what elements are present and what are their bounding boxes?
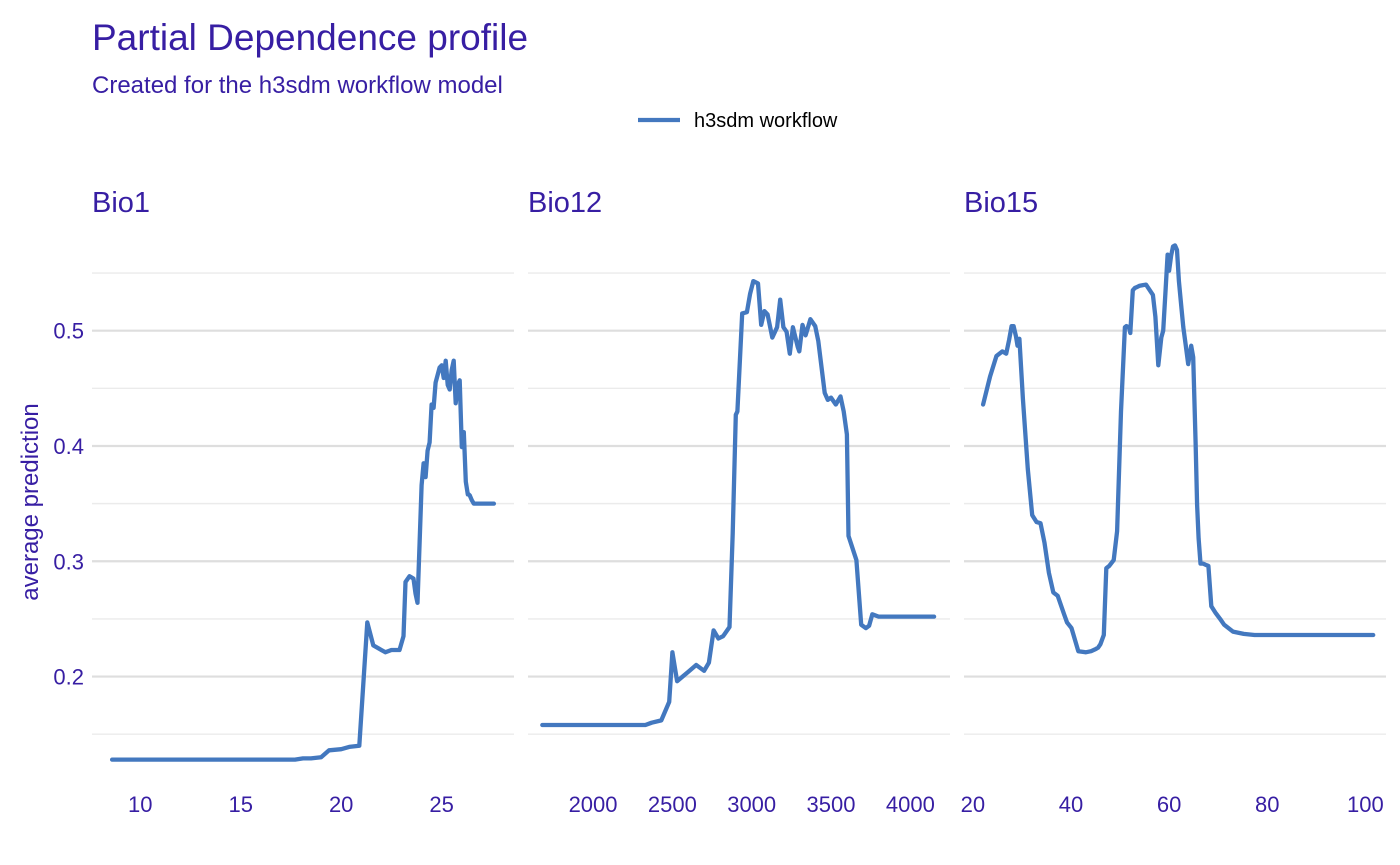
y-tick-label: 0.5: [53, 319, 84, 344]
x-tick-label-bio1: 15: [228, 792, 252, 817]
facet-bio15: Bio15 20 40 60 80 100: [961, 187, 1386, 817]
x-tick-label-bio12: 2000: [569, 792, 618, 817]
facet-bio12: Bio12 2000 2500 3000 3500 4000: [528, 187, 950, 817]
x-tick-label-bio15: 100: [1347, 792, 1384, 817]
chart-title: Partial Dependence profile: [92, 17, 528, 58]
series-line-bio12: [540, 278, 937, 728]
series-line-bio1: [109, 358, 497, 762]
legend-label-h3sdm-workflow: h3sdm workflow: [694, 110, 838, 132]
x-tick-label-bio1: 10: [128, 792, 152, 817]
facet-bio1: Bio1 0.2 0.3 0.4 0.5 10 15 20 25: [53, 187, 514, 817]
y-tick-label: 0.3: [53, 549, 84, 574]
x-tick-label-bio12: 2500: [648, 792, 697, 817]
x-tick-label-bio15: 80: [1255, 792, 1279, 817]
x-tick-label-bio15: 40: [1059, 792, 1083, 817]
facet-label-bio1: Bio1: [92, 187, 150, 219]
y-tick-label: 0.4: [53, 434, 84, 459]
chart-subtitle: Created for the h3sdm workflow model: [92, 72, 503, 99]
x-tick-label-bio12: 3500: [807, 792, 856, 817]
facet-panels: Bio1 0.2 0.3 0.4 0.5 10 15 20 25 Bio12 2000 2500 300…: [53, 187, 1386, 817]
x-tick-label-bio12: 4000: [886, 792, 935, 817]
facet-label-bio12: Bio12: [528, 187, 602, 219]
x-tick-label-bio15: 20: [961, 792, 985, 817]
y-axis-title: average prediction: [17, 403, 44, 600]
facet-label-bio15: Bio15: [964, 187, 1038, 219]
x-tick-label-bio1: 20: [329, 792, 353, 817]
x-tick-label-bio1: 25: [429, 792, 453, 817]
x-tick-label-bio12: 3000: [727, 792, 776, 817]
x-tick-label-bio15: 60: [1157, 792, 1181, 817]
y-tick-label: 0.2: [53, 665, 84, 690]
series-line-bio15: [980, 243, 1376, 655]
legend: h3sdm workflow: [638, 110, 838, 132]
